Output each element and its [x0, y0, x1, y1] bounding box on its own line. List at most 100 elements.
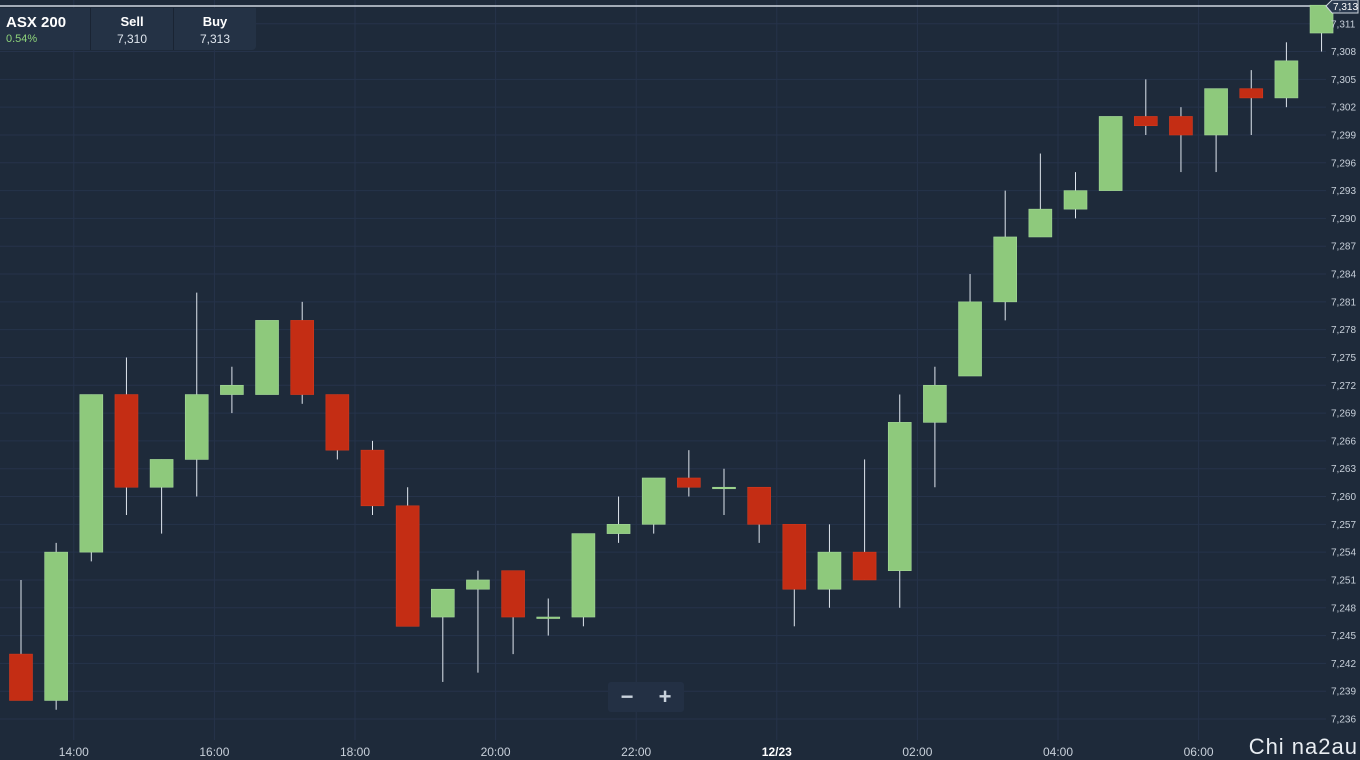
y-tick-label: 7,296 — [1331, 158, 1356, 169]
candle — [571, 533, 596, 627]
candle — [9, 579, 33, 701]
candle-body — [149, 459, 174, 488]
y-tick-label: 7,299 — [1331, 130, 1356, 141]
candle — [1239, 70, 1264, 135]
candle — [1063, 172, 1088, 219]
candle-body — [220, 384, 244, 395]
candle-body — [571, 533, 596, 618]
sell-label: Sell — [120, 14, 144, 29]
candle-body — [817, 551, 842, 590]
x-axis: 14:00 16:00 18:00 20:00 22:00 12/23 02:00 04:00… — [59, 745, 1214, 759]
y-tick-label: 7,275 — [1331, 353, 1356, 364]
candle-body — [79, 394, 104, 553]
candle — [149, 459, 174, 534]
y-tick-label: 7,260 — [1331, 492, 1356, 503]
candle — [395, 487, 420, 627]
candle — [817, 524, 842, 608]
candle-body — [923, 384, 947, 423]
candle-body — [1309, 4, 1334, 34]
candle-body — [536, 616, 561, 619]
candle — [677, 450, 701, 497]
x-tick-label: 16:00 — [199, 745, 229, 759]
buy-button[interactable]: Buy 7,313 — [173, 8, 256, 50]
y-tick-label: 7,254 — [1331, 548, 1356, 559]
y-tick-label: 7,278 — [1331, 325, 1356, 336]
y-tick-label: 7,263 — [1331, 464, 1356, 475]
x-tick-label: 12/23 — [762, 745, 792, 759]
candle — [1134, 79, 1158, 135]
candle-body — [677, 477, 701, 488]
y-tick-label: 7,305 — [1331, 75, 1356, 86]
x-tick-label: 02:00 — [902, 745, 932, 759]
y-tick-label: 7,311 — [1331, 19, 1356, 30]
candle — [958, 274, 982, 377]
candle-body — [1169, 116, 1193, 136]
candle-body — [1274, 60, 1299, 99]
candle-body — [114, 394, 139, 488]
y-axis: 7,236 7,239 7,242 7,245 7,248 7,251 7,254 7,257… — [1331, 19, 1356, 725]
candle — [1274, 42, 1299, 108]
candle-body — [466, 579, 490, 590]
y-tick-label: 7,287 — [1331, 242, 1356, 253]
candle-body — [852, 551, 877, 581]
candle — [1098, 116, 1123, 191]
candle — [923, 366, 947, 488]
candle — [79, 394, 104, 562]
x-tick-label: 20:00 — [481, 745, 511, 759]
y-tick-label: 7,308 — [1331, 47, 1356, 58]
y-tick-label: 7,302 — [1331, 103, 1356, 114]
candle-body — [1134, 116, 1158, 127]
candle — [852, 459, 877, 581]
current-price-label: 7,313 — [1333, 2, 1358, 13]
candle-body — [993, 236, 1018, 303]
candle — [747, 486, 771, 543]
y-tick-label: 7,248 — [1331, 603, 1356, 614]
instrument-header: ASX 200 0.54% Sell 7,310 Buy 7,313 — [0, 8, 256, 50]
candle — [641, 477, 666, 534]
zoom-in-button[interactable]: + — [658, 684, 672, 709]
sell-price: 7,310 — [116, 32, 148, 46]
zoom-controls: − + — [608, 682, 684, 712]
candle-body — [606, 524, 631, 534]
candle-body — [887, 422, 912, 571]
candle — [1169, 107, 1193, 173]
x-tick-label: 14:00 — [59, 745, 89, 759]
sell-button[interactable]: Sell 7,310 — [90, 8, 173, 50]
y-tick-label: 7,281 — [1331, 297, 1356, 308]
x-tick-label: 06:00 — [1184, 745, 1214, 759]
candle — [114, 357, 139, 516]
current-price-tag: 7,313 — [1325, 0, 1359, 14]
y-tick-label: 7,251 — [1331, 575, 1356, 586]
candle — [1204, 88, 1228, 173]
candle — [1309, 4, 1334, 52]
candle-body — [395, 505, 420, 627]
candle — [782, 524, 807, 627]
candle-body — [1239, 88, 1264, 99]
y-tick-label: 7,290 — [1331, 214, 1356, 225]
candle-body — [325, 394, 350, 451]
candle-body — [1204, 88, 1228, 136]
instrument-info[interactable]: ASX 200 0.54% — [0, 8, 90, 50]
candle — [993, 190, 1018, 321]
candle-body — [1098, 116, 1123, 191]
candle — [466, 570, 490, 673]
y-tick-label: 7,269 — [1331, 409, 1356, 420]
y-tick-label: 7,293 — [1331, 186, 1356, 197]
x-tick-label: 22:00 — [621, 745, 651, 759]
candle-body — [782, 524, 807, 590]
candle — [184, 292, 209, 497]
candle — [430, 588, 455, 682]
candle — [606, 496, 631, 543]
candle — [536, 598, 561, 636]
y-tick-label: 7,236 — [1331, 715, 1356, 726]
candle-body — [501, 570, 525, 618]
candle — [255, 320, 279, 395]
y-tick-label: 7,272 — [1331, 381, 1356, 392]
candle-body — [958, 301, 982, 377]
candle-body — [360, 449, 385, 507]
x-tick-label: 04:00 — [1043, 745, 1073, 759]
candle — [44, 542, 68, 710]
candle-body — [641, 477, 666, 525]
zoom-out-button[interactable]: − — [620, 684, 634, 709]
